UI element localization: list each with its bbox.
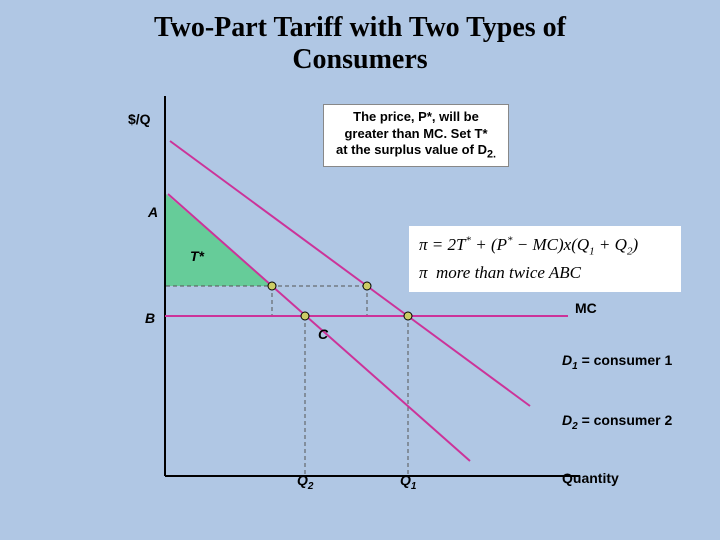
dot-d1-pstar xyxy=(363,282,371,290)
dot-d1-mc xyxy=(404,312,412,320)
dot-d2-pstar xyxy=(268,282,276,290)
formula-line1: π = 2T* + (P* − MC)x(Q1 + Q2) xyxy=(419,232,671,260)
annotation-box: The price, P*, will be greater than MC. … xyxy=(323,104,509,167)
chart-stage: $/Q Quantity A T* B C MC D1 = consumer 1… xyxy=(0,76,720,536)
formula-box: π = 2T* + (P* − MC)x(Q1 + Q2) π more tha… xyxy=(409,226,681,291)
label-Tstar: T* xyxy=(190,248,204,264)
label-D2: D2 = consumer 2 xyxy=(562,412,672,432)
label-MC: MC xyxy=(575,300,597,316)
title-line1: Two-Part Tariff with Two Types of xyxy=(154,12,566,43)
label-A: A xyxy=(148,204,158,220)
page-title: Two-Part Tariff with Two Types of Consum… xyxy=(0,0,720,76)
label-D1: D1 = consumer 1 xyxy=(562,352,672,372)
y-axis-label: $/Q xyxy=(128,111,151,127)
annot-line2: greater than MC. Set T* xyxy=(344,126,487,141)
dot-d2-mc xyxy=(301,312,309,320)
formula-line2: π more than twice ABC xyxy=(419,260,671,286)
tick-q2: Q2 xyxy=(297,472,313,492)
title-line2: Consumers xyxy=(292,44,427,75)
annot-line3: at the surplus value of D2. xyxy=(336,142,496,157)
label-C: C xyxy=(318,326,328,342)
tick-q1: Q1 xyxy=(400,472,416,492)
x-axis-label: Quantity xyxy=(562,470,619,486)
annot-line1: The price, P*, will be xyxy=(353,109,479,124)
label-B: B xyxy=(145,310,155,326)
